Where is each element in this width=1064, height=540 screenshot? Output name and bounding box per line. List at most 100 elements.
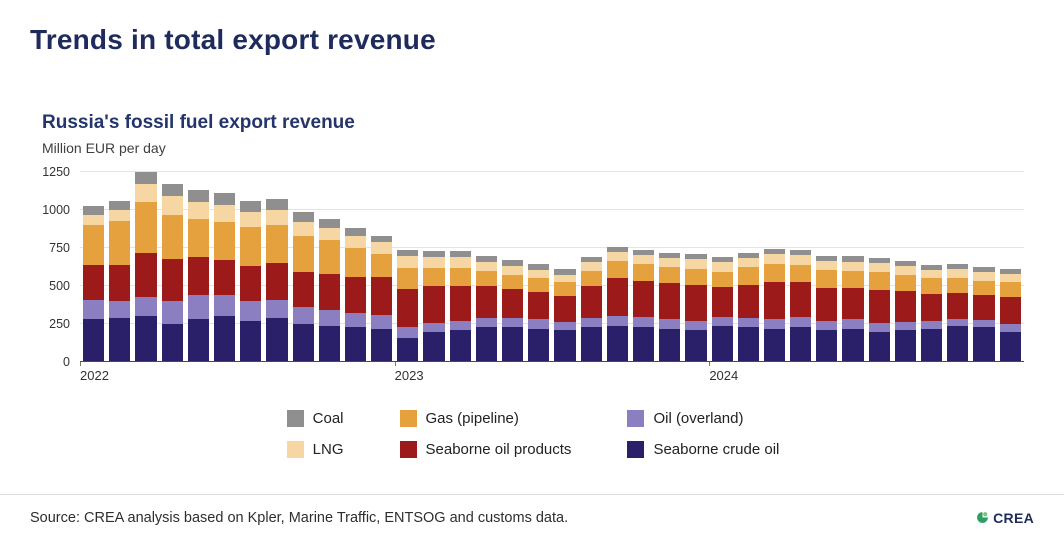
bar-segment [711,286,733,318]
legend-swatch [399,441,417,458]
bar-segment [606,246,628,252]
bar-segment [187,319,209,362]
bar-segment [161,324,183,362]
bar-segment [344,228,367,236]
bar-segment [109,301,131,318]
bar-segment [973,272,995,281]
crea-logo: CREA [976,510,1034,526]
bar-segment [109,317,131,362]
bar-segment [528,319,550,329]
bar-segment [292,272,314,308]
legend-label: Seaborne crude oil [653,441,780,458]
crea-logo-icon [976,511,989,524]
bar-segment [397,255,419,268]
footer: Source: CREA analysis based on Kpler, Ma… [0,494,1064,540]
bar-segment [213,295,236,317]
bar-segment [868,263,890,273]
bar-segment [737,327,759,362]
bar-segment [737,317,759,328]
bar-segment [502,260,524,267]
bar-segment [502,289,524,318]
bar-segment [161,258,183,302]
bar-segment [83,319,105,362]
bar-segment [397,337,419,362]
bar-segment [554,269,576,275]
bar-2022-02 [109,172,131,362]
bar-segment [528,278,550,293]
bar-segment [213,316,236,362]
bar-segment [606,260,628,278]
page-title: Trends in total export revenue [30,24,436,55]
bar-segment [266,210,288,226]
legend-swatch [286,441,304,458]
legend-item: Oil (overland) [627,410,779,427]
x-tick-label: 2023 [394,368,424,383]
bar-segment [266,263,288,300]
bar-2023-06 [528,172,550,362]
bar-segment [685,259,707,269]
bar-segment [580,286,602,318]
bar-segment [842,328,864,362]
bar-2024-02 [737,172,759,362]
bar-segment [737,252,759,258]
source-text: Source: CREA analysis based on Kpler, Ma… [30,509,569,526]
bar-segment [423,251,445,258]
bar-segment [502,275,524,290]
bar-segment [711,257,733,263]
bar-segment [868,331,890,362]
bar-segment [502,317,524,328]
bar-segment [161,184,183,197]
bar-segment [371,314,393,329]
bar-segment [371,276,393,315]
bar-segment [921,328,943,362]
bar-segment [423,267,445,287]
bar-segment [213,222,236,261]
bar-segment [763,254,786,264]
bar-segment [83,205,105,215]
bar-segment [894,330,916,362]
bar-segment [240,320,262,362]
bar-segment [947,292,969,319]
bar-segment [894,275,916,292]
bar-segment [187,202,209,220]
bar-segment [763,248,786,255]
bar-segment [999,273,1021,283]
bar-segment [475,255,497,262]
gridline [80,171,1024,172]
bar-segment [213,205,236,223]
bar-segment [344,276,367,314]
bar-segment [999,296,1021,325]
bar-segment [711,317,733,326]
bar-segment [606,315,628,326]
bar-2023-03 [449,172,471,362]
bar-segment [816,255,838,261]
bar-segment [580,317,602,328]
bar-segment [318,240,340,274]
legend: Coal Gas (pipeline) Oil (overland) LNG Seabo… [286,410,780,458]
bar-segment [266,225,288,264]
bar-segment [999,268,1021,274]
bar-segment [763,328,786,362]
bar-segment [318,310,340,326]
bar-2023-11 [659,172,681,362]
bar-segment [475,286,497,318]
bar-segment [632,254,655,264]
legend-label: Gas (pipeline) [425,410,519,427]
bar-segment [580,257,602,263]
bar-segment [580,327,602,362]
bar-segment [371,328,393,362]
y-tick-label: 250 [49,317,70,331]
bar-segment [423,322,445,332]
bar-segment [266,299,288,318]
legend-item: LNG [286,441,344,458]
bar-segment [397,327,419,338]
bar-segment [685,320,707,331]
bar-segment [947,318,969,326]
bar-2022-04 [161,172,183,362]
bar-2022-10 [318,172,340,362]
bar-segment [868,272,890,290]
bar-segment [240,266,262,302]
x-tick-label: 2022 [80,368,109,383]
gridline [80,323,1024,324]
x-axis: 2022 2023 2024 [80,362,1024,386]
